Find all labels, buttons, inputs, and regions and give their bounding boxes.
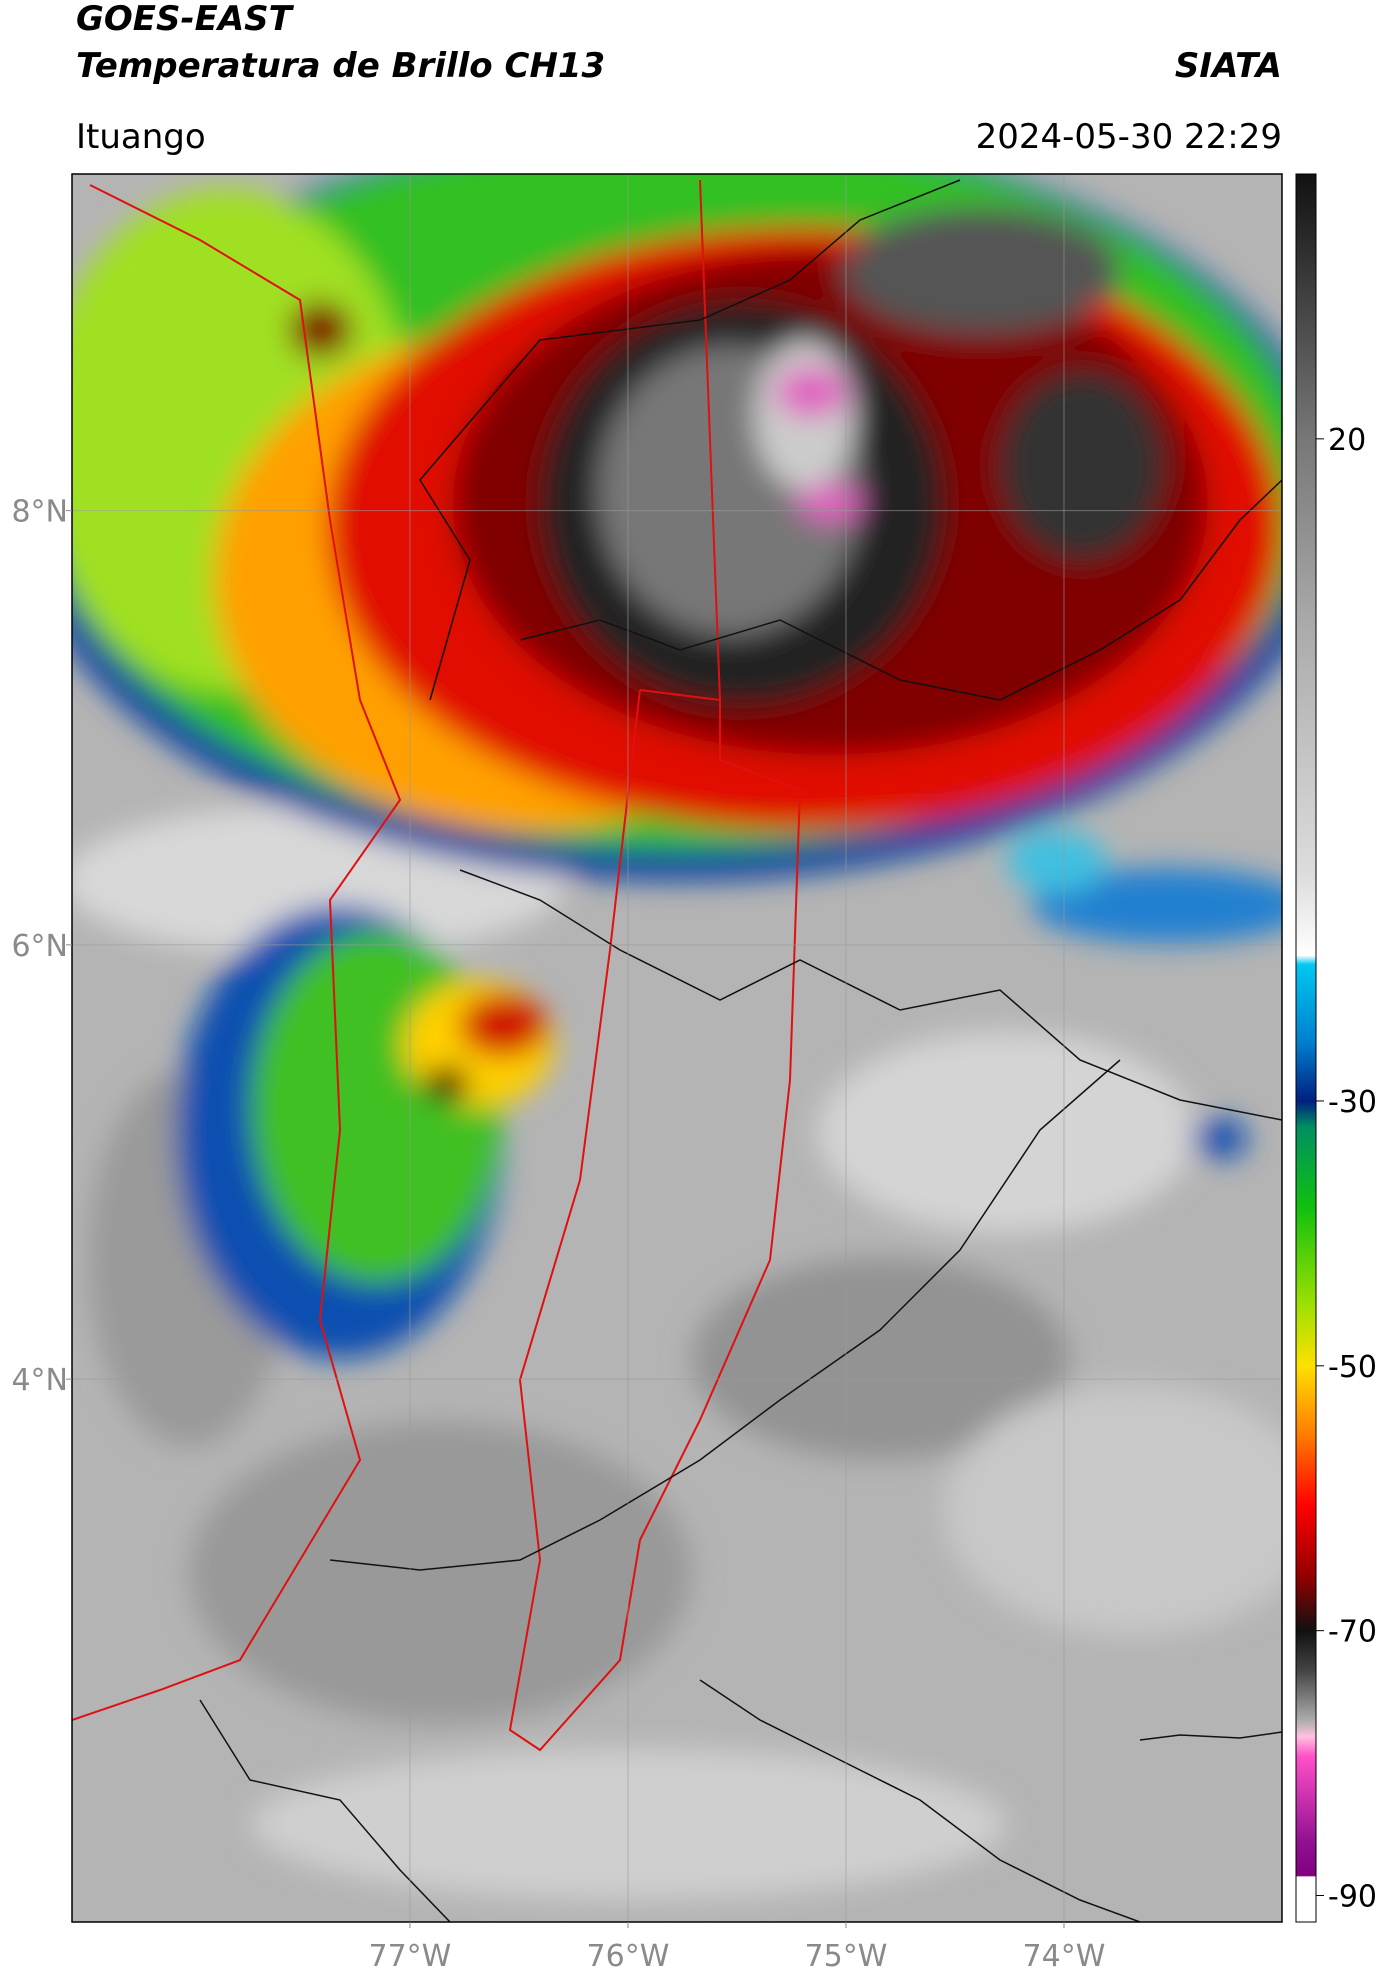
- cloud-blob: [1031, 868, 1282, 944]
- organization: SIATA: [1175, 46, 1282, 86]
- cloud-blob: [251, 1748, 1007, 1900]
- x-tick-label: 77°W: [369, 1939, 452, 1974]
- national-border: [1139, 1731, 1282, 1741]
- cloud-blob: [842, 207, 1120, 334]
- cloud-tops: [72, 174, 1282, 1900]
- y-tick-label: 6°N: [11, 929, 68, 964]
- borders: [72, 179, 1282, 1922]
- colorbar-tick-label: -30: [1328, 1085, 1377, 1120]
- municipal-border: [459, 869, 1282, 1121]
- cloud-blob: [1000, 371, 1164, 560]
- department-border: [699, 179, 721, 701]
- coastline: [72, 184, 402, 1721]
- x-tick-label: 74°W: [1023, 1939, 1106, 1974]
- cloud-blob: [423, 1066, 470, 1103]
- cloud-blob: [459, 993, 548, 1057]
- location: Ituango: [76, 117, 206, 157]
- colorbar-tick-label: -70: [1328, 1615, 1377, 1650]
- colorbar: [1295, 173, 1317, 1923]
- cloud-blob: [817, 1031, 1196, 1233]
- colorbar-tick-label: -90: [1328, 1880, 1377, 1915]
- map-frame: [71, 173, 1283, 1923]
- colorbar-tick-label: -50: [1328, 1350, 1377, 1385]
- cloud-blob: [188, 1421, 692, 1724]
- satellite-imagery: [72, 174, 1282, 1922]
- cloud-blob: [1192, 1118, 1248, 1159]
- department-border: [508, 689, 802, 1752]
- cloud-blob: [776, 367, 847, 418]
- municipal-border: [419, 179, 961, 701]
- municipal-border: [699, 1679, 1141, 1922]
- cloud-blob: [691, 1258, 1070, 1460]
- municipal-border: [519, 479, 1282, 701]
- subtitle: Temperatura de Brillo CH13: [76, 46, 605, 86]
- municipal-border: [199, 1699, 451, 1922]
- cloud-blob: [289, 301, 353, 358]
- cloud-blob: [943, 1383, 1282, 1636]
- y-tick-label: 4°N: [11, 1363, 68, 1398]
- title: GOES-EAST: [76, 0, 295, 39]
- cloud-blob: [797, 484, 863, 523]
- municipal-border: [329, 1059, 1121, 1571]
- x-tick-label: 75°W: [805, 1939, 888, 1974]
- datetime: 2024-05-30 22:29: [976, 117, 1282, 157]
- y-tick-label: 8°N: [11, 495, 68, 530]
- ticks: 77°W 76°W 75°W 74°W 8°N 6°N 4°N 20 -30 -50 -70 -90: [11, 423, 1377, 1974]
- grid: [72, 174, 1282, 1922]
- cloud-blob: [1006, 830, 1108, 894]
- x-tick-label: 76°W: [587, 1939, 670, 1974]
- colorbar-tick-label: 20: [1328, 423, 1366, 458]
